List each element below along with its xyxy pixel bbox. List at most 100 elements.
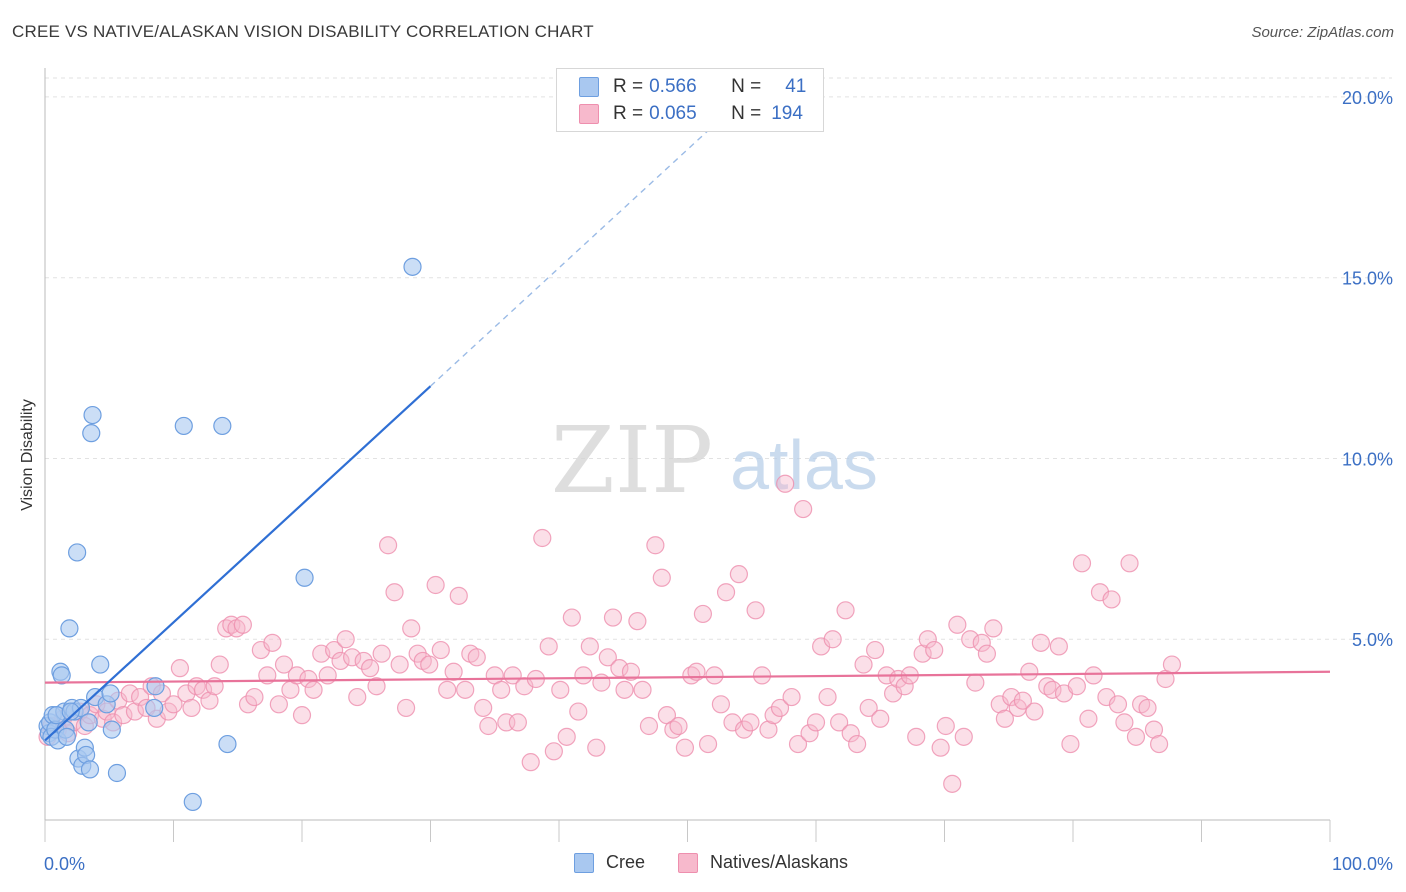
native-point <box>467 648 486 667</box>
native-point <box>823 630 842 649</box>
native-point <box>788 734 808 754</box>
native-point <box>943 774 962 793</box>
cree-point <box>146 677 165 696</box>
native-point <box>354 651 373 671</box>
native-point <box>426 575 445 595</box>
legend-box: R = 0.566 N = 41 R = 0.065 N = 194 <box>556 68 824 132</box>
native-point <box>304 680 323 699</box>
native-point <box>533 528 552 548</box>
native-point <box>652 568 671 587</box>
native-point <box>598 648 617 667</box>
native-point <box>182 698 201 718</box>
native-point <box>245 687 264 707</box>
native-point <box>1025 702 1044 721</box>
native-point <box>734 720 754 739</box>
native-point <box>438 680 457 699</box>
native-point <box>841 724 860 743</box>
native-point <box>948 615 967 634</box>
cree-point <box>57 727 76 746</box>
native-point <box>782 687 801 707</box>
cree-point <box>102 720 121 739</box>
native-point <box>669 716 688 736</box>
native-point <box>269 695 288 714</box>
native-point <box>764 706 783 725</box>
native-point <box>456 680 475 699</box>
native-point <box>325 640 344 660</box>
native-point <box>551 680 570 699</box>
native-point <box>1126 727 1146 746</box>
native-point <box>895 677 914 696</box>
native-point <box>114 706 133 725</box>
native-point <box>729 565 749 584</box>
native-point <box>907 727 926 746</box>
native-point <box>615 680 634 699</box>
native-point <box>1031 633 1050 652</box>
native-point <box>1115 713 1134 732</box>
trend-lines <box>44 125 1331 742</box>
cree-point <box>52 666 71 685</box>
native-point <box>830 713 849 732</box>
legend-r-label: R = <box>613 103 644 124</box>
native-point <box>639 716 659 736</box>
native-point <box>385 583 404 602</box>
native-point <box>521 753 540 772</box>
native-point <box>995 709 1014 728</box>
native-point <box>603 608 623 627</box>
native-point <box>200 691 219 710</box>
native-point <box>210 655 229 674</box>
axes <box>44 68 1331 842</box>
native-point <box>574 666 593 685</box>
legend-n-label: N = <box>731 103 762 124</box>
native-point <box>251 640 270 660</box>
native-point <box>972 633 991 652</box>
native-point <box>378 536 398 555</box>
native-point <box>580 637 599 656</box>
native-point <box>1090 583 1110 602</box>
native-point <box>854 655 873 674</box>
native-trend-line <box>44 670 1331 684</box>
native-point <box>693 604 713 624</box>
cree-point <box>68 543 87 562</box>
native-point <box>474 698 493 718</box>
chart-source: Source: ZipAtlas.com <box>1251 24 1394 41</box>
native-point <box>372 644 391 663</box>
native-point <box>557 727 576 746</box>
native-point <box>961 630 980 649</box>
native-point <box>836 601 855 620</box>
native-point <box>1067 677 1086 696</box>
native-point <box>936 716 955 736</box>
legend-r-value: 0.566 <box>649 76 697 97</box>
native-point <box>966 673 985 692</box>
bottom-legend: Cree Natives/Alaskans <box>0 852 1406 878</box>
native-point <box>759 720 778 739</box>
native-point <box>587 738 606 757</box>
bottom-legend-native[interactable]: Natives/Alaskans <box>678 852 848 873</box>
native-point <box>646 536 665 555</box>
native-point <box>705 666 724 685</box>
cree-point <box>61 702 80 721</box>
native-points <box>38 474 1182 793</box>
native-point <box>1084 666 1103 685</box>
native-point <box>918 630 937 649</box>
cree-point <box>218 734 237 754</box>
cree-swatch <box>574 852 594 873</box>
watermark: ZIP atlas <box>551 407 878 514</box>
y-tick-label: 10.0% <box>1342 449 1393 469</box>
legend-r-label: R = <box>613 76 644 97</box>
native-point <box>390 655 409 674</box>
legend-n-value: 194 <box>771 103 803 124</box>
legend-n-label: N = <box>731 76 762 97</box>
cree-trend-line <box>44 385 432 742</box>
bottom-legend-cree[interactable]: Cree <box>574 852 645 873</box>
native-point <box>741 713 760 732</box>
native-point <box>1097 687 1116 707</box>
native-point <box>812 637 831 656</box>
native-point <box>800 724 819 743</box>
native-point <box>848 734 867 754</box>
native-point <box>711 695 731 714</box>
x-tick-label: 100.0% <box>1332 854 1393 874</box>
cree-point <box>295 568 314 587</box>
native-point <box>130 687 150 707</box>
cree-point <box>403 257 422 276</box>
legend-n-value: 41 <box>785 76 807 97</box>
